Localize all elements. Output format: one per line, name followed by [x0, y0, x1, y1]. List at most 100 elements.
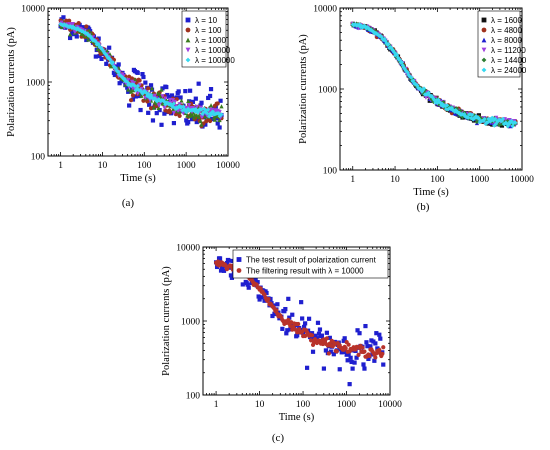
legend-marker — [481, 47, 487, 53]
data-point — [151, 105, 157, 110]
data-point — [300, 316, 305, 321]
data-point — [355, 328, 360, 333]
legend-marker — [185, 17, 191, 23]
data-point — [189, 112, 195, 118]
data-point — [348, 355, 353, 360]
data-point — [470, 112, 475, 117]
data-point — [383, 38, 388, 44]
data-point — [453, 111, 458, 116]
data-point — [212, 117, 217, 122]
data-point — [105, 48, 110, 54]
data-point — [314, 336, 320, 341]
data-point — [153, 97, 158, 102]
data-point — [378, 33, 383, 38]
x-tick-label: 1 — [214, 400, 219, 410]
data-point — [126, 78, 131, 83]
data-point — [207, 118, 213, 124]
x-tick-label: 1 — [58, 161, 63, 171]
data-point — [59, 24, 64, 29]
data-point — [143, 80, 148, 85]
data-point — [470, 117, 476, 122]
data-point — [324, 330, 329, 335]
data-point — [217, 256, 223, 261]
legend-marker — [185, 27, 191, 33]
x-axis-title: Time (s) — [279, 412, 315, 423]
data-point — [310, 349, 316, 354]
data-point — [366, 356, 371, 362]
data-point — [149, 86, 155, 91]
data-point — [392, 50, 397, 55]
data-point — [199, 122, 204, 127]
data-point — [217, 117, 222, 123]
data-point — [116, 62, 121, 67]
x-tick-label: 10000 — [216, 161, 240, 171]
data-point — [426, 90, 431, 95]
data-point — [132, 83, 137, 89]
data-point — [160, 86, 165, 91]
data-point — [295, 330, 300, 335]
data-point — [70, 22, 76, 27]
data-point — [88, 35, 94, 40]
data-point — [104, 52, 109, 57]
data-point — [119, 79, 124, 84]
data-point — [185, 113, 190, 118]
data-point — [482, 116, 487, 122]
data-point — [476, 116, 481, 121]
data-point — [379, 34, 384, 40]
data-point — [262, 298, 267, 303]
legend-label: λ = 1600 — [491, 16, 522, 25]
data-point — [366, 25, 371, 30]
data-point — [357, 331, 362, 336]
data-point — [171, 101, 177, 106]
data-point — [157, 91, 162, 96]
y-axis-title: Polarization currents (pA) — [161, 266, 172, 376]
data-point — [76, 20, 81, 26]
data-point — [112, 72, 117, 78]
data-point — [409, 75, 414, 80]
data-point — [462, 112, 467, 117]
data-point — [210, 109, 216, 114]
data-point — [107, 56, 112, 61]
data-point — [139, 93, 144, 98]
data-point — [74, 34, 79, 39]
data-point — [219, 112, 224, 117]
data-point — [68, 35, 73, 41]
data-point — [191, 115, 197, 120]
data-point — [109, 61, 115, 66]
legend-marker — [481, 67, 487, 73]
data-point — [448, 106, 454, 112]
data-point — [130, 93, 136, 98]
data-point — [346, 352, 351, 357]
data-point — [245, 282, 250, 287]
data-point — [473, 114, 479, 119]
data-point — [493, 116, 498, 121]
data-point — [86, 37, 91, 42]
data-point — [147, 94, 152, 99]
data-point — [193, 96, 198, 101]
data-point — [439, 103, 444, 108]
panel-label: (c) — [272, 432, 285, 444]
data-point — [140, 72, 145, 77]
data-point — [285, 328, 290, 333]
data-point — [280, 326, 285, 331]
data-point — [149, 95, 155, 100]
data-point — [128, 89, 134, 94]
data-point — [84, 24, 89, 29]
legend-label: λ = 11200 — [491, 46, 526, 55]
x-axis-title: Time (s) — [120, 173, 156, 184]
data-point — [500, 116, 506, 121]
data-point — [373, 341, 378, 346]
data-point — [403, 68, 408, 73]
legend-marker — [236, 257, 242, 262]
data-point — [229, 275, 235, 280]
data-point — [429, 93, 434, 99]
data-point — [401, 65, 406, 70]
data-point — [399, 60, 404, 65]
data-point — [368, 344, 373, 349]
data-point — [466, 115, 471, 120]
series-6 — [350, 22, 518, 129]
data-point — [284, 331, 289, 336]
data-point — [392, 53, 398, 58]
legend-marker — [481, 27, 487, 33]
